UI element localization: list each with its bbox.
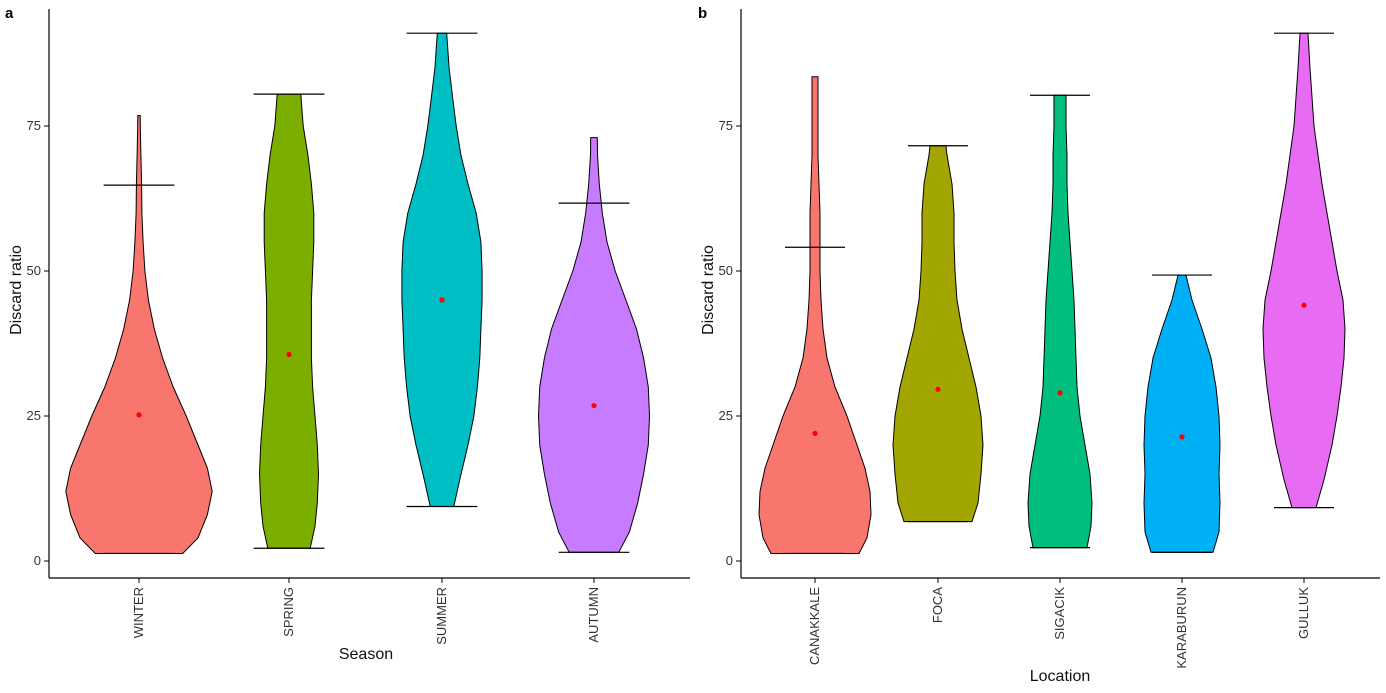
y-tick-label: 0: [726, 553, 733, 568]
panel-letter-b: b: [698, 5, 707, 22]
x-tick-label-winter: WINTER: [131, 587, 146, 638]
violin-foca: [892, 145, 984, 523]
x-tick-label-karaburun: KARABURUN: [1174, 587, 1189, 669]
mean-point-gulluk: [1301, 302, 1307, 308]
panel-b-location-violin-chart: b Discard ratio Location 0 25 50 75 CANAKKAL…: [698, 5, 1380, 685]
y-tick-label: 75: [27, 118, 41, 133]
y-tick-label: 50: [27, 263, 41, 278]
x-tick-label-canakkale: CANAKKALE: [807, 587, 822, 665]
x-axis-title-a: Season: [339, 646, 393, 663]
mean-point-canakkale: [812, 430, 818, 436]
y-tick-label: 25: [27, 408, 41, 423]
violin-spring: [258, 93, 320, 549]
mean-point-spring: [286, 351, 292, 358]
y-axis-title-a: Discard ratio: [8, 245, 25, 335]
x-tick-label-autumn: AUTUMN: [586, 587, 601, 643]
violin-winter: [65, 115, 213, 555]
mean-point-sigacik: [1057, 390, 1063, 396]
x-tick-label-foca: FOCA: [930, 587, 945, 623]
violin-karaburun: [1143, 274, 1221, 553]
x-axis-title-b: Location: [1030, 668, 1091, 685]
violin-gulluk: [1262, 32, 1346, 509]
violin-canakkale: [758, 76, 872, 555]
mean-point-autumn: [591, 402, 597, 409]
mean-point-summer: [439, 297, 445, 303]
x-tick-label-spring: SPRING: [281, 587, 296, 637]
x-tick-label-sigacik: SIGACIK: [1052, 587, 1067, 640]
y-axis-title-b: Discard ratio: [700, 245, 717, 335]
x-tick-label-summer: SUMMER: [434, 587, 449, 645]
y-tick-label: 0: [34, 553, 41, 568]
mean-point-winter: [136, 412, 142, 418]
x-tick-label-gulluk: GULLUK: [1296, 587, 1311, 639]
mean-point-karaburun: [1179, 434, 1185, 440]
violin-summer: [401, 32, 483, 508]
panel-letter-a: a: [5, 5, 14, 22]
y-tick-label: 75: [719, 118, 733, 133]
y-tick-label: 25: [719, 408, 733, 423]
y-tick-label: 50: [719, 263, 733, 278]
violin-sigacik: [1027, 94, 1093, 549]
violin-autumn: [537, 137, 651, 553]
mean-point-foca: [935, 386, 941, 392]
panel-a-season-violin-chart: a Discard ratio Season 0 25 50 75 WINTER SPRI…: [5, 5, 690, 663]
